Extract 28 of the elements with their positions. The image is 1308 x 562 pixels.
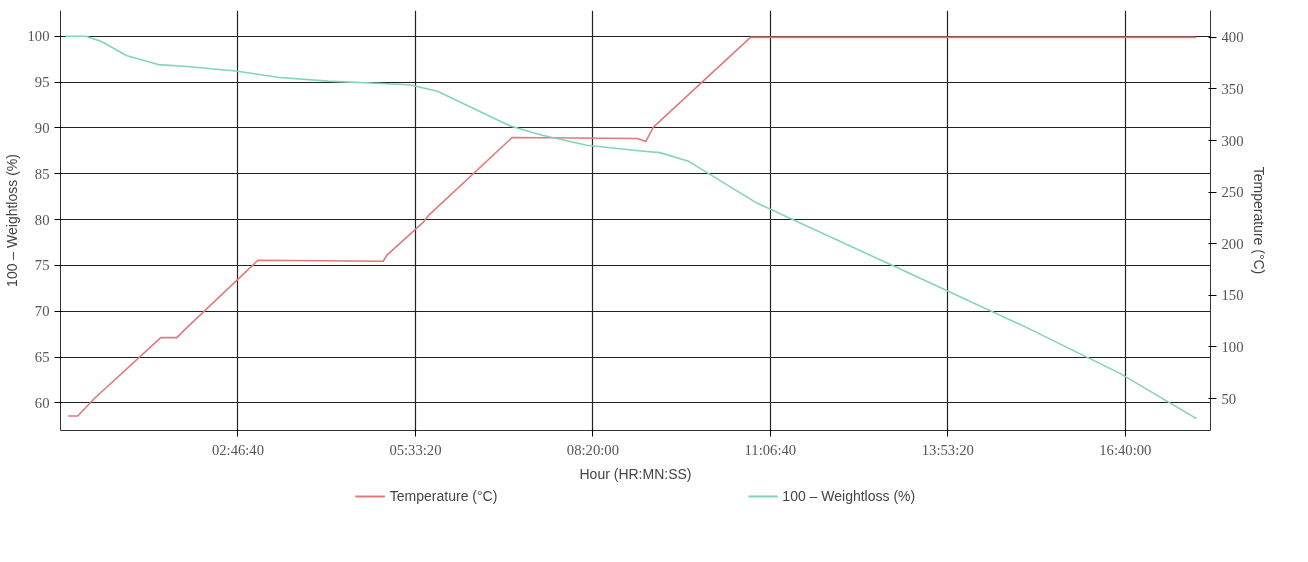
y-axis-title: 100 – Weightloss (%)	[3, 154, 20, 287]
y-tick-label: 70	[34, 303, 50, 320]
y2-tick-label: 150	[1221, 287, 1244, 304]
x-tick-label: 11:06:40	[744, 441, 797, 458]
x-tick-label: 02:46:40	[211, 441, 265, 458]
y2-tick-label: 300	[1221, 132, 1244, 149]
y2-tick-label: 250	[1221, 184, 1244, 201]
x-tick-label: 13:53:20	[921, 441, 974, 458]
y-tick-label: 100	[27, 28, 50, 45]
y-tick-label: 65	[34, 349, 50, 366]
y2-tick-label: 200	[1221, 235, 1244, 252]
y-tick-label: 60	[34, 394, 50, 411]
x-tick-label: 05:33:20	[389, 441, 442, 458]
y2-axis-title: Temperature (°C)	[1251, 166, 1268, 275]
y-tick-label: 90	[34, 119, 50, 136]
y-tick-label: 75	[34, 257, 50, 274]
y-tick-label: 85	[34, 165, 50, 182]
y-tick-label: 95	[34, 74, 50, 91]
legend-label: 100 – Weightloss (%)	[782, 488, 916, 504]
y2-tick-label: 100	[1221, 338, 1244, 355]
y2-tick-label: 50	[1221, 390, 1237, 407]
legend-label: Temperature (°C)	[389, 488, 498, 504]
y2-tick-label: 400	[1221, 29, 1244, 46]
y2-tick-label: 350	[1221, 80, 1244, 97]
x-tick-label: 08:20:00	[566, 441, 619, 458]
y-tick-label: 80	[34, 211, 50, 228]
x-axis-title: Hour (HR:MN:SS)	[579, 465, 692, 482]
x-tick-label: 16:40:00	[1099, 441, 1152, 458]
